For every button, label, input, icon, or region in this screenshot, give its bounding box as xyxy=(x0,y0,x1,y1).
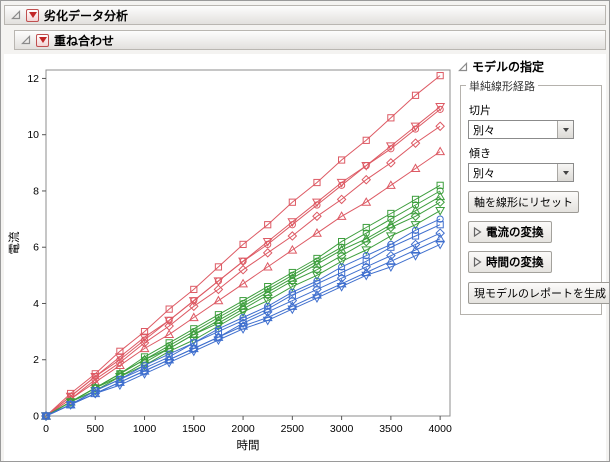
svg-text:12: 12 xyxy=(27,73,39,85)
svg-text:6: 6 xyxy=(33,242,39,254)
svg-text:1000: 1000 xyxy=(133,423,157,435)
disclosure-closed-icon xyxy=(473,257,482,267)
current-transform-disclosure[interactable]: 電流の変換 xyxy=(468,221,552,243)
intercept-label: 切片 xyxy=(469,105,491,117)
current-transform-label: 電流の変換 xyxy=(486,227,544,239)
intercept-selected-value: 別々 xyxy=(473,124,495,137)
svg-text:3500: 3500 xyxy=(379,423,403,435)
slope-select[interactable]: 別々 xyxy=(468,163,574,182)
report-content: 0 500 1000 1500 2000 2500 3000 3500 4000 0 2 4 6 8 10 1… xyxy=(4,54,609,461)
svg-text:4: 4 xyxy=(33,298,39,310)
reset-axes-linear-button[interactable]: 軸を線形にリセット xyxy=(468,191,579,213)
outline-header-degradation-analysis[interactable]: 劣化データ分析 xyxy=(4,5,606,25)
overlay-section-title: 重ね合わせ xyxy=(54,33,115,48)
svg-text:0: 0 xyxy=(33,411,39,423)
dropdown-arrow-icon[interactable] xyxy=(557,121,573,138)
svg-text:1500: 1500 xyxy=(182,423,206,435)
svg-text:10: 10 xyxy=(27,129,39,141)
svg-text:0: 0 xyxy=(43,423,49,435)
dropdown-arrow-icon[interactable] xyxy=(557,164,573,181)
disclosure-closed-icon xyxy=(473,227,482,237)
svg-text:4000: 4000 xyxy=(428,423,452,435)
red-triangle-menu-icon[interactable] xyxy=(36,33,49,47)
svg-text:2: 2 xyxy=(33,354,39,366)
intercept-select[interactable]: 別々 xyxy=(468,120,574,139)
chart-area: 0 500 1000 1500 2000 2500 3000 3500 4000 0 2 4 6 8 10 1… xyxy=(6,56,456,461)
red-triangle-glyph xyxy=(28,12,37,18)
slope-selected-value: 別々 xyxy=(473,167,495,180)
svg-text:500: 500 xyxy=(87,423,105,435)
time-transform-disclosure[interactable]: 時間の変換 xyxy=(468,251,552,273)
disclosure-open-icon[interactable] xyxy=(11,10,21,20)
red-triangle-glyph xyxy=(38,37,47,43)
panel-title: モデルの指定 xyxy=(472,60,545,74)
panel-header[interactable]: モデルの指定 xyxy=(458,58,602,75)
svg-text:2000: 2000 xyxy=(231,423,255,435)
slope-label: 傾き xyxy=(469,148,491,160)
simple-linear-path-groupbox: 単純線形経路 切片 別々 傾き 別々 軸を線形にリセット 電流の変換 xyxy=(460,78,609,315)
disclosure-open-icon[interactable] xyxy=(458,61,468,72)
outline-header-overlay[interactable]: 重ね合わせ xyxy=(14,30,606,50)
svg-text:3000: 3000 xyxy=(330,423,354,435)
time-transform-label: 時間の変換 xyxy=(486,257,544,269)
disclosure-open-icon[interactable] xyxy=(21,35,31,45)
red-triangle-menu-icon[interactable] xyxy=(26,8,39,22)
svg-text:電流: 電流 xyxy=(7,231,21,254)
down-arrow-glyph xyxy=(562,170,569,175)
svg-text:8: 8 xyxy=(33,185,39,197)
generate-report-button[interactable]: 現モデルのレポートを生成 xyxy=(468,282,609,304)
svg-text:2500: 2500 xyxy=(281,423,305,435)
overlay-plot[interactable]: 0 500 1000 1500 2000 2500 3000 3500 4000 0 2 4 6 8 10 1… xyxy=(6,56,456,458)
down-arrow-glyph xyxy=(562,127,569,132)
groupbox-label: 単純線形経路 xyxy=(466,78,538,94)
svg-text:時間: 時間 xyxy=(237,439,260,452)
report-title: 劣化データ分析 xyxy=(44,8,129,23)
model-specification-panel: モデルの指定 単純線形経路 切片 別々 傾き 別々 軸を線形にリセット xyxy=(456,56,609,315)
